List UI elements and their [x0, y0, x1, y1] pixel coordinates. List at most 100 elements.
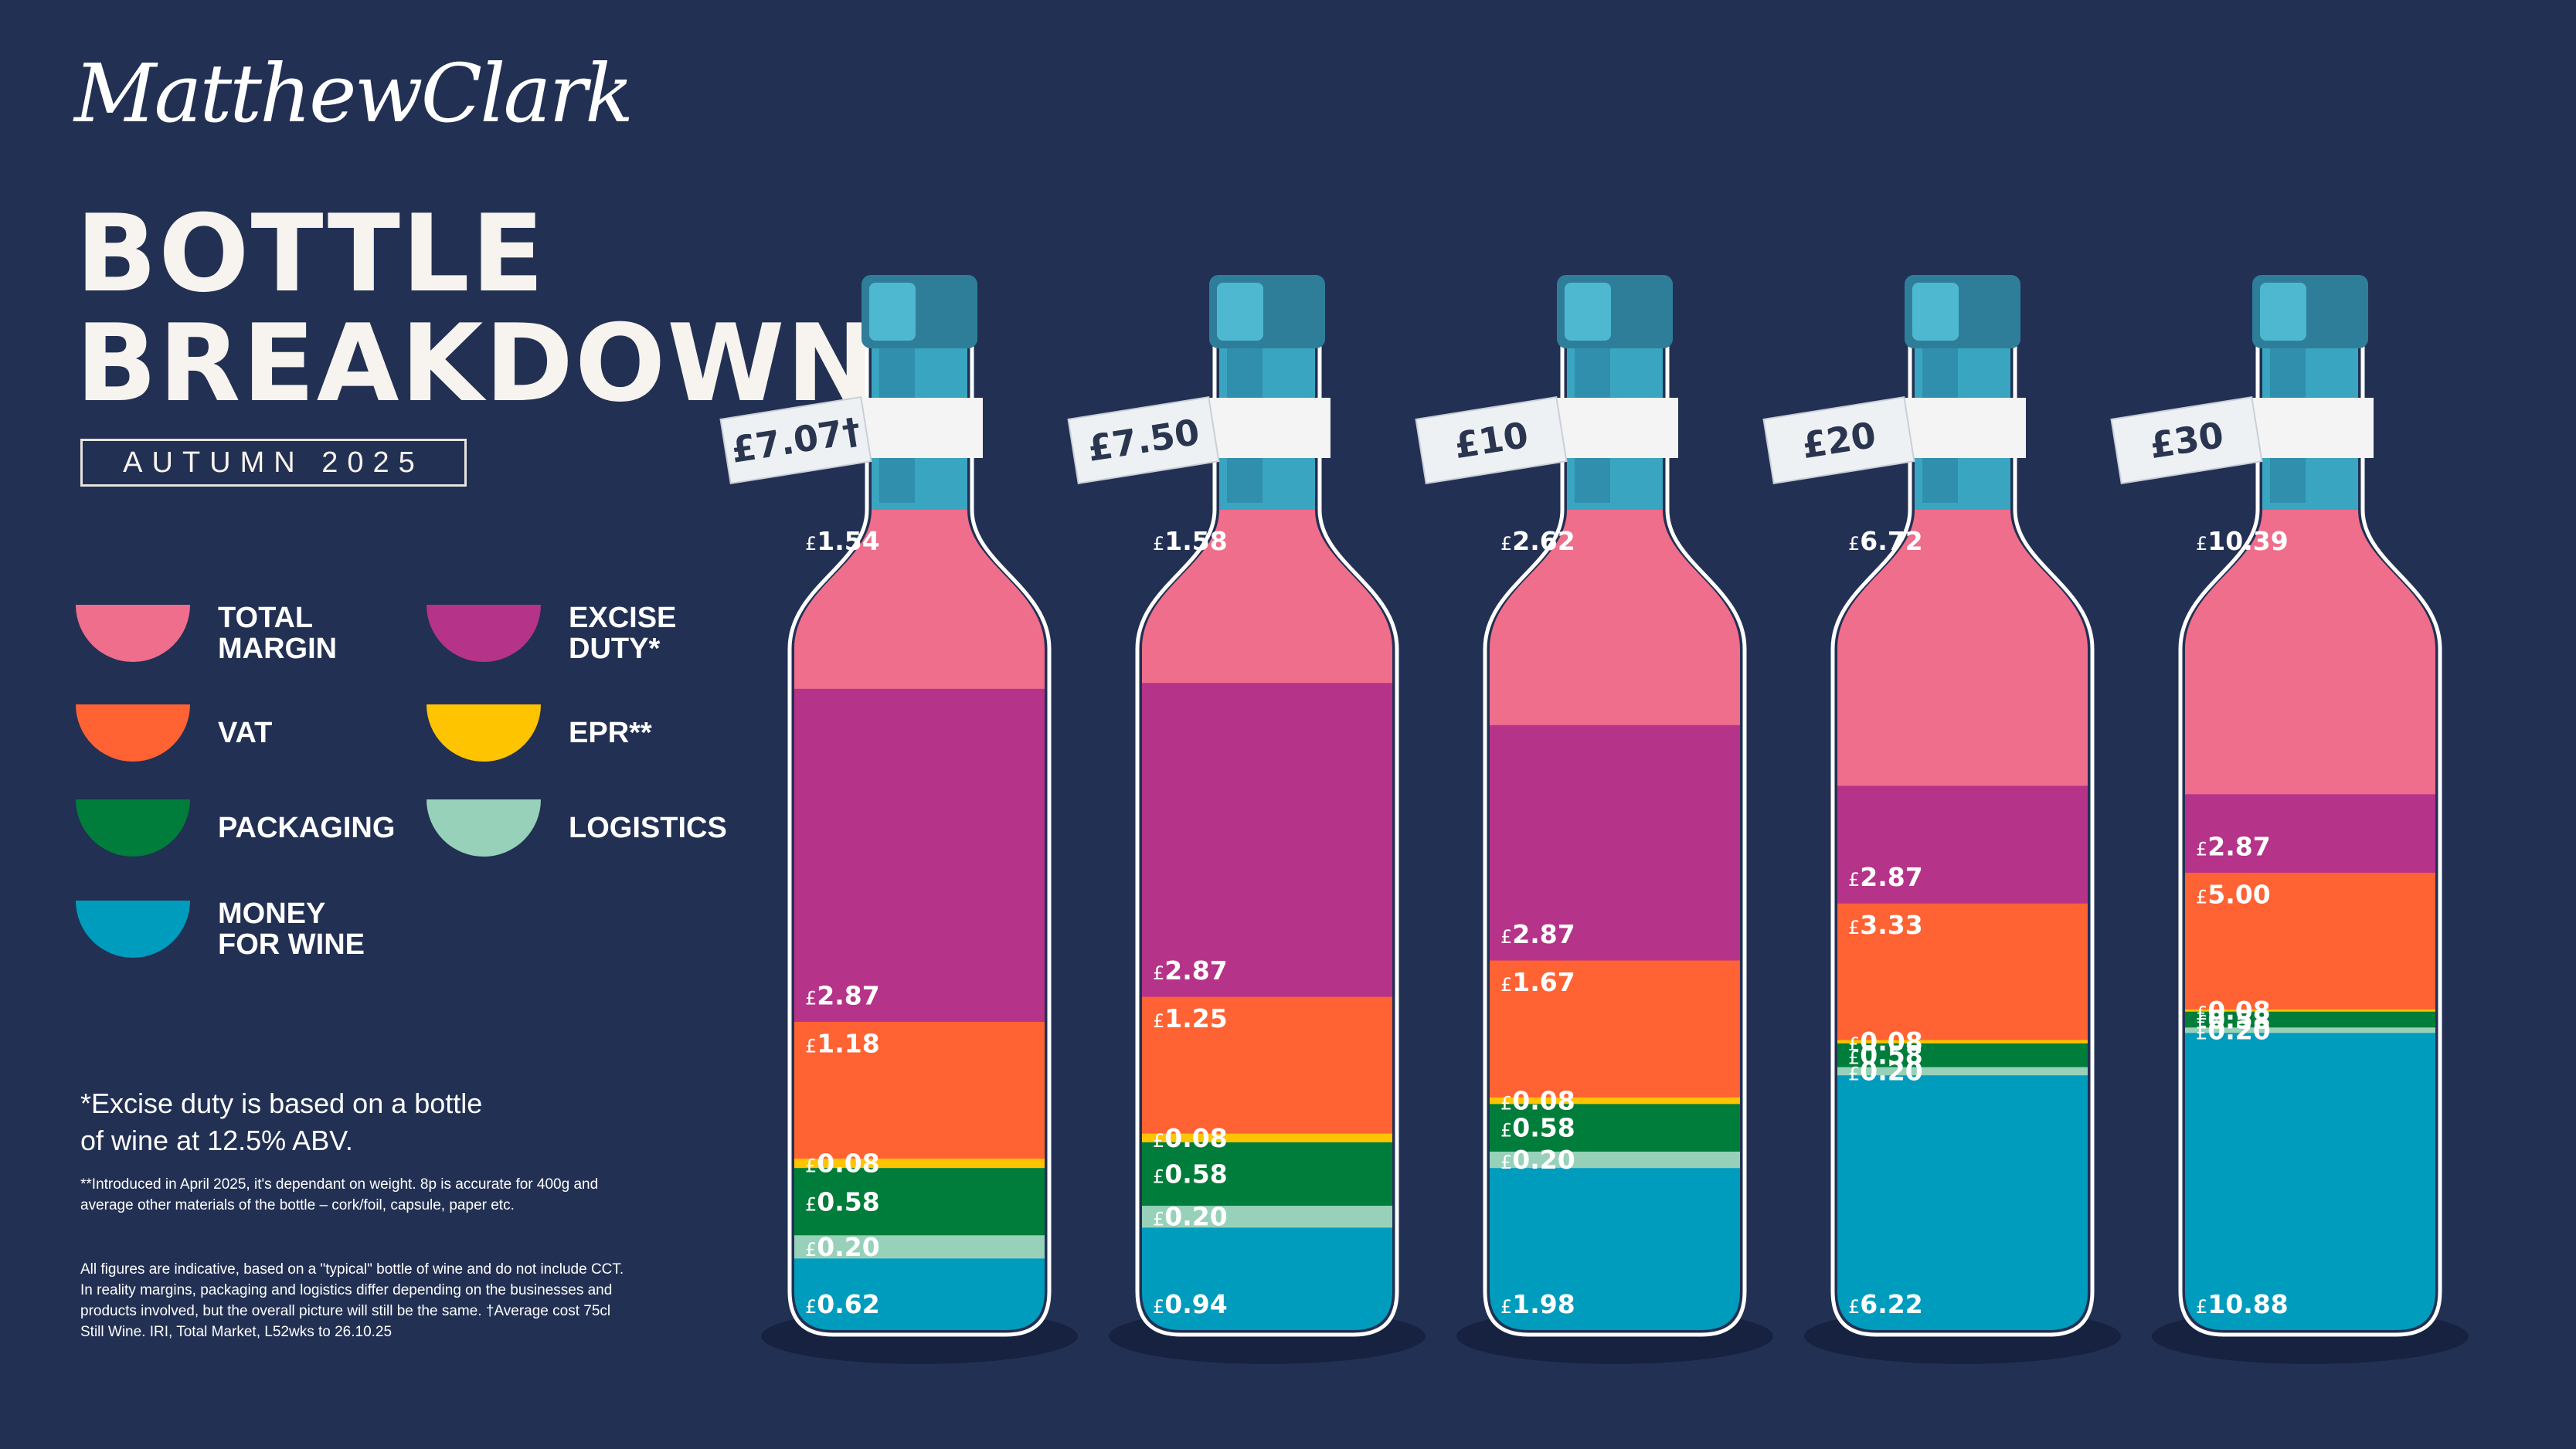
price-tag-background [1415, 395, 1568, 485]
value-label-excise: £2.87 [1153, 955, 1228, 986]
page-title: BOTTLE BREAKDOWN [76, 199, 877, 419]
legend-label-packaging: PACKAGING [218, 812, 396, 844]
value-label-wine: £0.94 [1153, 1289, 1228, 1319]
legend-label-logistics: LOGISTICS [569, 812, 727, 844]
price-tag-background [719, 395, 872, 485]
price-tag: £30 [2110, 395, 2263, 485]
neck-band [856, 398, 983, 458]
segment-logistics [1490, 1151, 1740, 1169]
segment-excise [1490, 724, 1740, 961]
segment-packaging [794, 1167, 1045, 1236]
bottle-cap-highlight [2260, 283, 2306, 341]
value-label-logistics: £0.20 [1153, 1202, 1228, 1232]
legend-item-epr: EPR** [427, 704, 770, 762]
value-label-excise: £2.87 [1848, 862, 1923, 892]
value-label-vat: £1.67 [1500, 967, 1575, 997]
neck-band [1899, 398, 2026, 458]
segment-packaging [1142, 1142, 1392, 1206]
value-label-vat: £5.00 [2196, 879, 2271, 909]
legend-label-vat: VAT [218, 717, 273, 749]
segment-packaging [1490, 1103, 1740, 1152]
value-label-vat: £3.33 [1848, 910, 1923, 940]
value-label-margin: £1.54 [805, 526, 880, 556]
bottle-segments [1837, 286, 2088, 1330]
value-label-margin: £10.39 [2196, 526, 2289, 556]
segment-packaging [2185, 1011, 2435, 1028]
segment-wine [2185, 1032, 2435, 1330]
segment-excise [1142, 682, 1392, 997]
legend-item-vat: VAT [76, 704, 419, 762]
bottle-cap-highlight [869, 283, 916, 341]
value-label-excise: £2.87 [805, 980, 880, 1010]
price-tag-background [1762, 395, 1915, 485]
value-label-margin: £6.72 [1848, 526, 1923, 556]
value-label-excise: £2.87 [1500, 919, 1575, 949]
neck-band [1551, 398, 1678, 458]
general-note: All figures are indicative, based on a "… [80, 1261, 624, 1340]
bottle-segments [2185, 286, 2435, 1330]
price-tag: £10 [1415, 395, 1568, 485]
segment-epr [2185, 1009, 2435, 1012]
bottle-segments [1490, 286, 1740, 1330]
neck-band [1204, 398, 1330, 458]
value-label-epr: £0.08 [2196, 996, 2271, 1026]
legend-item-logistics: LOGISTICS [427, 799, 770, 857]
price-tag: £7.07† [719, 395, 872, 485]
value-label-margin: £1.58 [1153, 526, 1228, 556]
value-label-logistics: £0.20 [1848, 1056, 1923, 1086]
segment-vat [794, 1021, 1045, 1159]
legend-label-epr: EPR** [569, 717, 652, 749]
price-tag-background [1067, 395, 1220, 485]
value-label-packaging: £0.58 [1153, 1159, 1228, 1189]
segment-logistics [2185, 1027, 2435, 1033]
value-label-packaging: £0.58 [805, 1186, 880, 1217]
segment-excise [794, 688, 1045, 1022]
value-label-logistics: £0.20 [2196, 1015, 2271, 1045]
segment-vat [1490, 960, 1740, 1098]
title-line-1: BOTTLE [76, 192, 546, 316]
value-label-margin: £2.62 [1500, 526, 1575, 556]
value-label-logistics: £0.20 [1500, 1145, 1575, 1175]
epr-note: **Introduced in April 2025, it's dependa… [80, 1176, 599, 1213]
price-tag: £7.50 [1067, 395, 1220, 485]
value-label-wine: £6.22 [1848, 1289, 1923, 1319]
price-tag-background [2110, 395, 2263, 485]
value-label-vat: £1.18 [805, 1028, 880, 1058]
legend-item-wine: MONEY FOR WINE [76, 898, 419, 960]
value-label-wine: £1.98 [1500, 1289, 1575, 1319]
neck-band [2247, 398, 2374, 458]
brand-logo: MatthewClark [74, 46, 634, 141]
legend-label-excise: EXCISE DUTY* [569, 602, 677, 665]
bottle-3: £10 £1.98 £0.20£0.58£0.08 £1.67 £2.87 £2.62 [1415, 275, 1773, 1364]
value-label-excise: £2.87 [2196, 831, 2271, 861]
segment-wine [1490, 1167, 1740, 1330]
value-label-packaging: £0.58 [1500, 1113, 1575, 1143]
excise-note: *Excise duty is based on a bottle of win… [80, 1088, 483, 1156]
segment-vat [2185, 872, 2435, 1010]
segment-wine [1837, 1074, 2088, 1330]
value-label-epr: £0.08 [805, 1149, 880, 1179]
value-label-packaging: £0.58 [2196, 1005, 2271, 1035]
bottle-2: £7.50 £0.94 £0.20 £0.58 £0.08 £1.25 £2.87 £1.58 [1067, 275, 1426, 1364]
segment-epr [1837, 1040, 2088, 1043]
value-label-logistics: £0.20 [805, 1232, 880, 1262]
legend-label-wine: MONEY FOR WINE [218, 898, 365, 961]
legend-item-margin: TOTAL MARGIN [76, 602, 419, 664]
value-label-packaging: £0.58 [1848, 1040, 1923, 1071]
legend-item-excise: EXCISE DUTY* [427, 602, 770, 664]
value-label-wine: £0.62 [805, 1289, 880, 1319]
segment-epr [794, 1158, 1045, 1169]
bottle-cap-highlight [1912, 283, 1959, 341]
legend-item-packaging: PACKAGING [76, 799, 419, 857]
segment-excise [1837, 785, 2088, 904]
season-badge: AUTUMN 2025 [80, 439, 467, 487]
segment-epr [1142, 1133, 1392, 1142]
value-label-epr: £0.08 [1848, 1027, 1923, 1057]
segment-packaging [1837, 1043, 2088, 1067]
bottle-cap-highlight [1217, 283, 1263, 341]
segment-epr [1490, 1097, 1740, 1105]
legend-label-margin: TOTAL MARGIN [218, 602, 338, 665]
segment-logistics [1837, 1067, 2088, 1076]
value-label-vat: £1.25 [1153, 1003, 1228, 1033]
segment-excise [2185, 793, 2435, 873]
